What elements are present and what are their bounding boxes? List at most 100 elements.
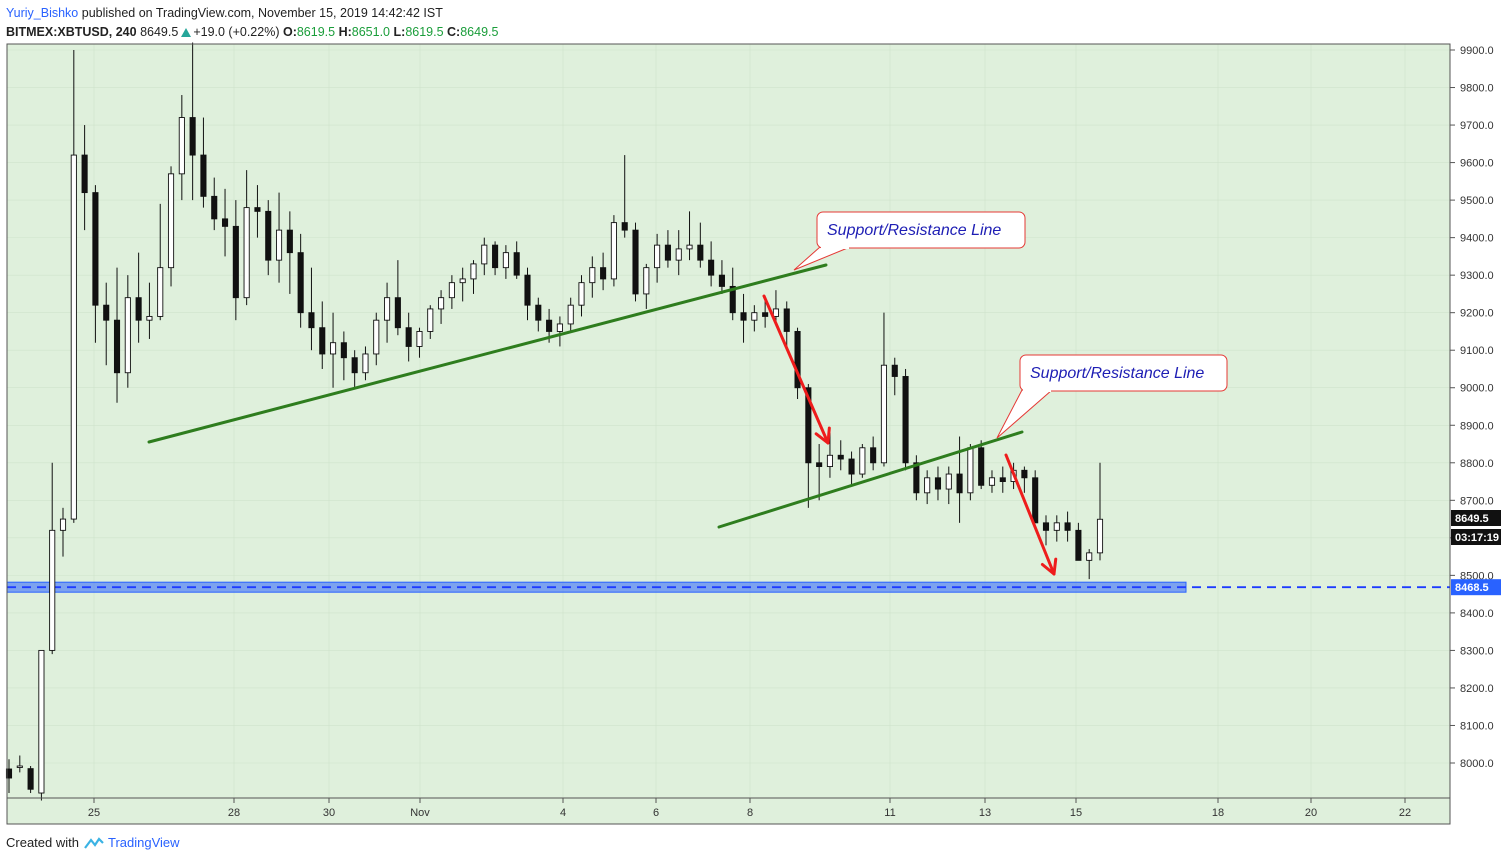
callout-joint bbox=[1023, 389, 1051, 392]
trendline[interactable] bbox=[147, 263, 828, 444]
candle bbox=[1032, 470, 1039, 524]
candle bbox=[783, 301, 790, 351]
time-tick-label: 20 bbox=[1305, 807, 1317, 819]
callout-joint bbox=[821, 246, 849, 249]
candle-body bbox=[1096, 518, 1104, 554]
candle bbox=[438, 290, 445, 324]
symbol-label[interactable]: BITMEX:XBTUSD, 240 bbox=[6, 25, 137, 39]
candle bbox=[924, 470, 931, 505]
candle bbox=[178, 95, 185, 201]
author-link[interactable]: Yuriy_Bishko bbox=[6, 6, 79, 20]
up-triangle-icon bbox=[181, 28, 192, 37]
price-tick-label: 8900.0 bbox=[1460, 420, 1494, 432]
candle-body bbox=[567, 304, 574, 325]
candle bbox=[189, 42, 196, 201]
price-tick-label: 9500.0 bbox=[1460, 195, 1494, 207]
tradingview-logo-icon bbox=[84, 836, 104, 849]
down-arrow[interactable] bbox=[762, 294, 831, 445]
candle-body bbox=[924, 477, 931, 494]
candle-body bbox=[632, 229, 639, 295]
price-tick-label: 8000.0 bbox=[1460, 758, 1494, 770]
candle-body bbox=[513, 252, 520, 276]
callout-box[interactable]: Support/Resistance Line bbox=[793, 211, 1026, 271]
candle bbox=[1086, 549, 1093, 580]
candle-body bbox=[502, 252, 509, 269]
candle bbox=[470, 260, 477, 294]
candle bbox=[859, 444, 866, 478]
candle bbox=[870, 436, 877, 471]
candle-body bbox=[275, 229, 283, 261]
time-tick-label: 22 bbox=[1399, 807, 1411, 819]
candle bbox=[513, 241, 520, 279]
trend-arrows[interactable] bbox=[762, 294, 1058, 576]
price-axis[interactable]: 8000.08100.08200.08300.08400.08500.08600… bbox=[1450, 45, 1494, 770]
time-tick-label: 25 bbox=[88, 807, 100, 819]
price-tick-label: 8200.0 bbox=[1460, 683, 1494, 695]
candle bbox=[740, 293, 747, 343]
low-label: L: bbox=[393, 25, 406, 39]
candle bbox=[135, 252, 142, 343]
callout-tail bbox=[793, 246, 851, 271]
last-price-tag: 8649.5 bbox=[1451, 510, 1501, 526]
candle bbox=[308, 267, 315, 351]
time-tick-label: 13 bbox=[979, 807, 991, 819]
candle-body bbox=[697, 244, 704, 261]
arrow-shaft bbox=[1004, 453, 1056, 576]
candle bbox=[610, 215, 617, 287]
candle-body bbox=[945, 473, 952, 490]
candle-body bbox=[934, 477, 942, 490]
callouts[interactable]: Support/Resistance Line Support/Resistanc… bbox=[793, 211, 1228, 439]
down-arrow[interactable] bbox=[1004, 453, 1058, 576]
candle bbox=[686, 211, 693, 261]
callout-box[interactable]: Support/Resistance Line bbox=[996, 354, 1228, 439]
candle-body bbox=[70, 154, 77, 520]
publish-info: published on TradingView.com, November 1… bbox=[78, 6, 443, 20]
candle-body bbox=[1053, 522, 1060, 531]
price-tick-label: 9200.0 bbox=[1460, 308, 1494, 320]
candle bbox=[729, 267, 736, 321]
candle-body bbox=[751, 312, 758, 321]
price-tick-label: 8400.0 bbox=[1460, 608, 1494, 620]
candle-body bbox=[470, 263, 477, 280]
candle bbox=[211, 177, 218, 231]
price-tick-label: 9000.0 bbox=[1460, 383, 1494, 395]
candle bbox=[373, 312, 380, 366]
trendline[interactable] bbox=[717, 430, 1024, 529]
candle-body bbox=[1086, 552, 1093, 561]
candle bbox=[891, 357, 898, 396]
candle-body bbox=[783, 308, 790, 332]
candle-body bbox=[664, 244, 671, 261]
trendlines[interactable] bbox=[147, 263, 1024, 529]
candles bbox=[5, 42, 1104, 801]
candle bbox=[492, 241, 499, 276]
candle-body bbox=[448, 282, 455, 299]
time-tick-label: 15 bbox=[1070, 807, 1082, 819]
candle bbox=[708, 241, 715, 287]
candle bbox=[481, 237, 488, 276]
candle-body bbox=[5, 768, 13, 779]
created-with-label: Created with bbox=[6, 835, 79, 850]
tradingview-brand-link[interactable]: TradingView bbox=[107, 835, 180, 850]
candle-body bbox=[16, 765, 23, 768]
candle bbox=[27, 766, 34, 794]
candle-body bbox=[1075, 529, 1082, 561]
countdown-tag-text: 03:17:19 bbox=[1455, 532, 1499, 544]
candle bbox=[1096, 462, 1104, 561]
candle-body bbox=[1032, 477, 1039, 524]
price-tick-label: 8800.0 bbox=[1460, 458, 1494, 470]
candle-body bbox=[265, 210, 272, 261]
candle-body bbox=[610, 222, 617, 280]
candle-body bbox=[999, 477, 1006, 483]
candle-body bbox=[221, 218, 229, 227]
candle bbox=[394, 260, 401, 336]
price-tick-label: 9900.0 bbox=[1460, 45, 1494, 57]
candle bbox=[578, 275, 585, 317]
ohlc-line: BITMEX:XBTUSD, 240 8649.5 +19.0 (+0.22%) … bbox=[6, 23, 498, 42]
candle bbox=[146, 282, 153, 339]
price-tick-label: 9100.0 bbox=[1460, 345, 1494, 357]
price-tick-label: 9400.0 bbox=[1460, 233, 1494, 245]
candle-body bbox=[794, 330, 801, 389]
candle bbox=[330, 312, 337, 388]
time-axis[interactable]: 25 28 30 Nov 4 6 8 11 13 15 18 20 22 bbox=[88, 798, 1411, 819]
